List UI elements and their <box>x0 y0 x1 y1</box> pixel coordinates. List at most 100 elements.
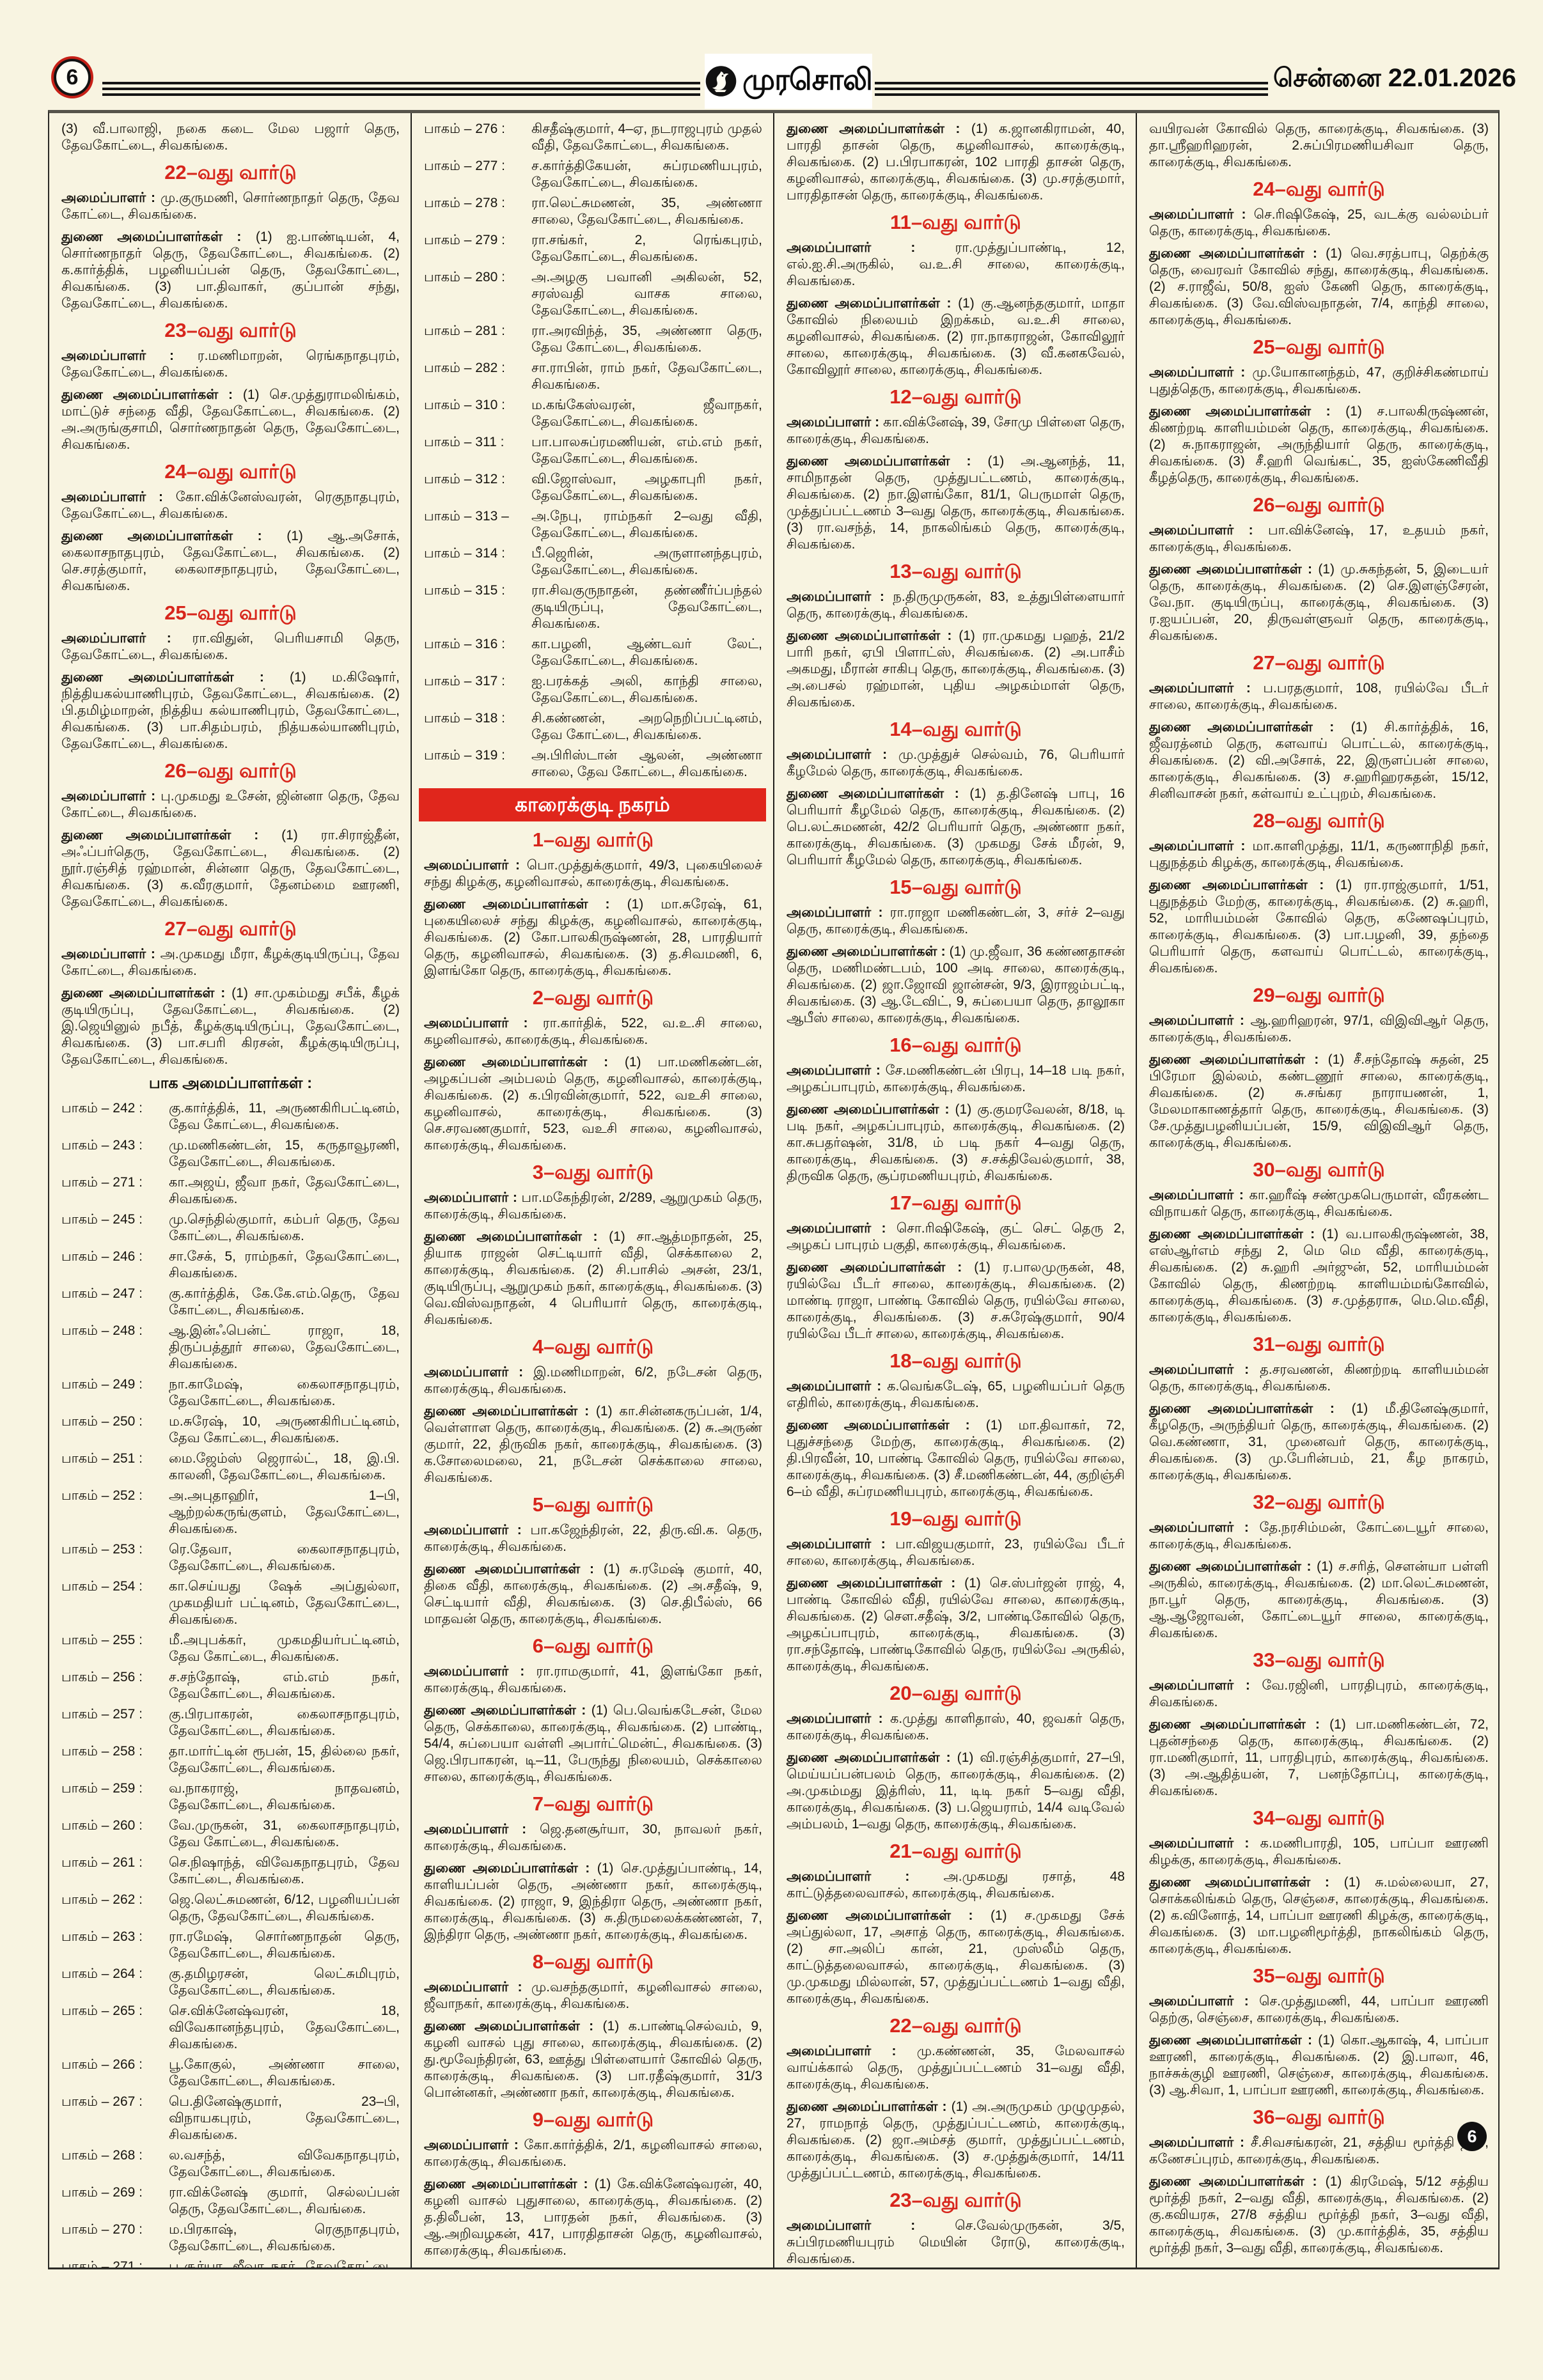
baga-item: பாகம் – 252 : அ.அபுதாஹிர், 1–பி, ஆற்றல்கர… <box>61 1488 400 1537</box>
baga-item: பாகம் – 311 : பா.பாலசுப்ரமணியன், எம்.எம் … <box>424 434 762 467</box>
baga-item-text: அ.அழகு பவானி அகிலன், 52, சரஸ்வதி வாசக சா… <box>531 270 762 318</box>
deputies-para: துணை அமைப்பாளர்கள் : (1) கொ.ஆகாஷ், 4, பா… <box>1149 2033 1489 2097</box>
ward-heading: 1–வது வார்டு <box>532 828 654 851</box>
organizer-label: அமைப்பாளர் : <box>424 1365 534 1380</box>
organizer-label: அமைப்பாளர் : <box>1149 1520 1260 1535</box>
ward-heading: 17–வது வார்டு <box>889 1192 1022 1214</box>
baga-item-text: மீ.அபுபக்கர், முகமதியர்பட்டினம், தேவ கோட… <box>169 1633 400 1664</box>
baga-item-label: பாகம் – 271 : <box>61 1175 143 1190</box>
deputies-para: துணை அமைப்பாளர்கள் : (1) ஆ.அசோக், கைலாசந… <box>61 529 400 593</box>
masthead-rule-right <box>875 82 1268 96</box>
organizer-para: அமைப்பாளர் : பா.மகேந்திரன், 2/289, ஆறுமு… <box>424 1190 762 1222</box>
baga-item-text: கு.பிரபாகரன், கைலாசநாதபுரம், தேவகோட்டை, … <box>169 1707 400 1738</box>
baga-item-label: பாகம் – 250 : <box>61 1414 143 1429</box>
baga-item: பாகம் – 264 : கு.தமிழரசன், லெட்சுமிபுரம்,… <box>61 1966 400 1999</box>
deputies-para: துணை அமைப்பாளர்கள் : (1) சி.கார்த்திக், … <box>1149 720 1489 801</box>
deputies-label: துணை அமைப்பாளர்கள் : <box>424 2177 595 2191</box>
baga-item-label: பாகம் – 270 : <box>61 2222 143 2237</box>
organizer-para: அமைப்பாளர் : ஜெ.தனசூர்யா, 30, நாவலர் நகர… <box>424 1822 762 1853</box>
deputies-para: துணை அமைப்பாளர்கள் : (1) வ.பாலகிருஷ்ணன்,… <box>1149 1227 1489 1325</box>
deputies-para: துணை அமைப்பாளர்கள் : (1) மு.ஜீவா, 36 கண்… <box>787 944 1125 1025</box>
baga-item-text: வ.நாகராஜ், நாதவனம், தேவகோட்டை, சிவகங்கை. <box>169 1781 400 1812</box>
organizer-label: அமைப்பாளர் : <box>424 858 527 873</box>
baga-item: பாகம் – 243 : மு.மணிகண்டன், 15, கருதாவூரண… <box>61 1137 400 1171</box>
organizer-label: அமைப்பாளர் : <box>1149 523 1268 538</box>
deputies-para: துணை அமைப்பாளர்கள் : (1) கு.குமரவேலன், 8… <box>787 1102 1125 1183</box>
baga-item-label: பாகம் – 258 : <box>61 1744 143 1759</box>
ward-heading: 8–வது வார்டு <box>532 1950 654 1973</box>
baga-item: பாகம் – 247 : கு.கார்த்திக், கே.கே.எம்.தெ… <box>61 1286 400 1319</box>
baga-item-text: ம.சுரேஷ், 10, அருணகிரிபட்டினம், தேவ கோட்… <box>169 1414 400 1445</box>
baga-item: பாகம் – 266 : பூ.கோகுல், அண்ணா சாலை, தேவக… <box>61 2057 400 2090</box>
ward-heading: 26–வது வார்டு <box>164 759 297 782</box>
masthead: முரசொலி <box>705 54 873 109</box>
baga-item: பாகம் – 248 : ஆ.இன்ஃபென்ட் ராஜா, 18, திரு… <box>61 1323 400 1373</box>
ward-heading: 11–வது வார்டு <box>890 211 1021 233</box>
organizer-para: அமைப்பாளர் : அ.முகமது மீரா, கீழக்குடியிர… <box>61 947 400 978</box>
baga-item-label: பாகம் – 311 : <box>424 435 505 449</box>
baga-item-text: பா.பாலசுப்ரமணியன், எம்.எம் நகர், தேவகோட்… <box>531 435 762 466</box>
organizer-para: அமைப்பாளர் : த.சரவணன், கிணற்றடி காளியம்ம… <box>1149 1362 1489 1394</box>
baga-item-label: பாகம் – 243 : <box>61 1138 143 1153</box>
organizer-para: அமைப்பாளர் : சீ.சிவசங்கரன், 21, சத்திய ம… <box>1149 2135 1489 2166</box>
organizer-label: அமைப்பாளர் : <box>424 1822 540 1837</box>
organizer-para: அமைப்பாளர் : கா.விக்னேஷ், 39, சோமு பிள்ள… <box>787 415 1125 446</box>
organizer-label: அமைப்பாளர் : <box>61 348 198 363</box>
deputies-para: துணை அமைப்பாளர்கள் : (1) ச.பாலகிருஷ்ணன்,… <box>1149 404 1489 485</box>
baga-item-text: ரா.விக்னேஷ் குமார், செல்லப்பன் தெரு, தேவ… <box>169 2185 400 2216</box>
organizer-label: அமைப்பாளர் : <box>787 589 893 604</box>
baga-item-label: பாகம் – 278 : <box>424 196 505 210</box>
baga-item: பாகம் – 262 : ஜெ.லெட்சுமணன், 6/12, பழனியப… <box>61 1892 400 1925</box>
organizer-label: அமைப்பாளர் : <box>1149 1678 1262 1693</box>
baga-item-text: பூ.கோகுல், அண்ணா சாலை, தேவகோட்டை, சிவகங்… <box>169 2057 400 2088</box>
deputies-label: துணை அமைப்பாளர்கள் : <box>1149 2033 1319 2048</box>
baga-item-label: பாகம் – 256 : <box>61 1670 143 1684</box>
ward-heading: 18–வது வார்டு <box>889 1349 1022 1372</box>
organizer-para: அமைப்பாளர் : ரா.முத்துப்பாண்டி, 12, எல்.… <box>787 240 1125 288</box>
deputies-label: துணை அமைப்பாளர்கள் : <box>787 944 950 959</box>
organizer-para: அமைப்பாளர் : மு.முத்துச் செல்வம், 76, பெ… <box>787 747 1125 779</box>
deputies-label: துணை அமைப்பாளர்கள் : <box>61 387 243 402</box>
baga-item: பாகம் – 258 : தா.மார்ட்டின் ரூபன், 15, தி… <box>61 1743 400 1777</box>
deputies-label: துணை அமைப்பாளர்கள் : <box>1149 404 1346 419</box>
deputies-para: துணை அமைப்பாளர்கள் : (1) வெ.சரத்பாபு, தெ… <box>1149 246 1489 327</box>
page-number-badge: 6 <box>51 56 93 98</box>
baga-item-text: கா.அஜய், ஜீவா நகர், தேவகோட்டை, சிவகங்கை. <box>169 1175 400 1206</box>
baga-item: பாகம் – 245 : மு.செந்தில்குமார், கம்பர் த… <box>61 1211 400 1245</box>
baga-item-label: பாகம் – 251 : <box>61 1451 143 1466</box>
deputies-para: துணை அமைப்பாளர்கள் : (1) ஐ.பாண்டியன், 4,… <box>61 229 400 311</box>
organizer-para: அமைப்பாளர் : சே.மணிகண்டன் பிரபு, 14–18 ப… <box>787 1063 1125 1094</box>
deputies-para: துணை அமைப்பாளர்கள் : (1) அ.அருமுகம் முழு… <box>787 2099 1125 2181</box>
organizer-para: அமைப்பாளர் : மு.கண்ணன், 35, மேலவாசல் வாய… <box>787 2044 1125 2092</box>
deputies-para: துணை அமைப்பாளர்கள் : (1) கே.விக்னேஷ்வரன்… <box>424 2177 762 2258</box>
baga-item-text: பீ.ஜெரின், அருளானந்தபுரம், தேவகோட்டை, சி… <box>531 546 762 577</box>
baga-item: பாகம் – 310 : ம.கங்கேஸ்வரன், ஜீவாநகர், தே… <box>424 397 762 430</box>
organizer-para: அமைப்பாளர் : வே.ரஜினி, பாரதிபுரம், காரைக… <box>1149 1678 1489 1709</box>
deputies-para: துணை அமைப்பாளர்கள் : (1) பா.மணிகண்டன், அ… <box>424 1055 762 1153</box>
baga-item-text: ஜெ.லெட்சுமணன், 6/12, பழனியப்பன் தெரு, தே… <box>169 1892 400 1924</box>
column-1: (3) வீ.பாலாஜி, நகை கடை மேல பஜார் தெரு, த… <box>49 113 412 2267</box>
ward-heading: 35–வது வார்டு <box>1253 1964 1385 1987</box>
baga-item-label: பாகம் – 245 : <box>61 1212 143 1227</box>
deputies-para: துணை அமைப்பாளர்கள் : (1) மா.திவாகர், 72,… <box>787 1418 1125 1499</box>
organizer-label: அமைப்பாளர் : <box>787 1711 890 1726</box>
baga-item: பாகம் – 271 : கா.அஜய், ஜீவா நகர், தேவகோட்… <box>61 1174 400 1208</box>
deputies-label: துணை அமைப்பாளர்கள் : <box>787 1750 957 1765</box>
deputies-label: துணை அமைப்பாளர்கள் : <box>787 121 971 136</box>
organizer-para: அமைப்பாளர் : ப.பரதகுமார், 108, ரயில்வே ப… <box>1149 681 1489 712</box>
deputies-label: துணை அமைப்பாளர்கள் : <box>1149 1559 1317 1574</box>
deputies-label: துணை அமைப்பாளர்கள் : <box>61 529 287 543</box>
baga-item: பாகம் – 313 – அ.நேபு, ராம்நகர் 2–வது வீதி… <box>424 508 762 541</box>
ward-heading: 24–வது வார்டு <box>1253 178 1385 200</box>
baga-item-label: பாகம் – 313 – <box>424 509 509 524</box>
content-frame: (3) வீ.பாலாஜி, நகை கடை மேல பஜார் தெரு, த… <box>48 110 1500 2269</box>
organizer-label: அமைப்பாளர் : <box>61 631 192 646</box>
organizer-para: அமைப்பாளர் : இ.மணிமாறன், 6/2, நடேசன் தெர… <box>424 1365 762 1396</box>
baga-item-label: பாகம் – 262 : <box>61 1892 143 1907</box>
baga-item-label: பாகம் – 255 : <box>61 1633 143 1647</box>
baga-item-text: கு.கார்த்திக், கே.கே.எம்.தெரு, தேவ கோட்ட… <box>169 1286 400 1318</box>
deputies-para: துணை அமைப்பாளர்கள் : (1) பா.மணிகண்டன், 7… <box>1149 1717 1489 1798</box>
baga-item: பாகம் – 315 : ரா.சிவகுருநாதன், தண்ணீர்ப்ப… <box>424 582 762 632</box>
ward-heading: 6–வது வார்டு <box>532 1635 654 1657</box>
organizer-para: அமைப்பாளர் : சொ.ரிஷிகேஷ், குட் செட் தெரு… <box>787 1221 1125 1252</box>
